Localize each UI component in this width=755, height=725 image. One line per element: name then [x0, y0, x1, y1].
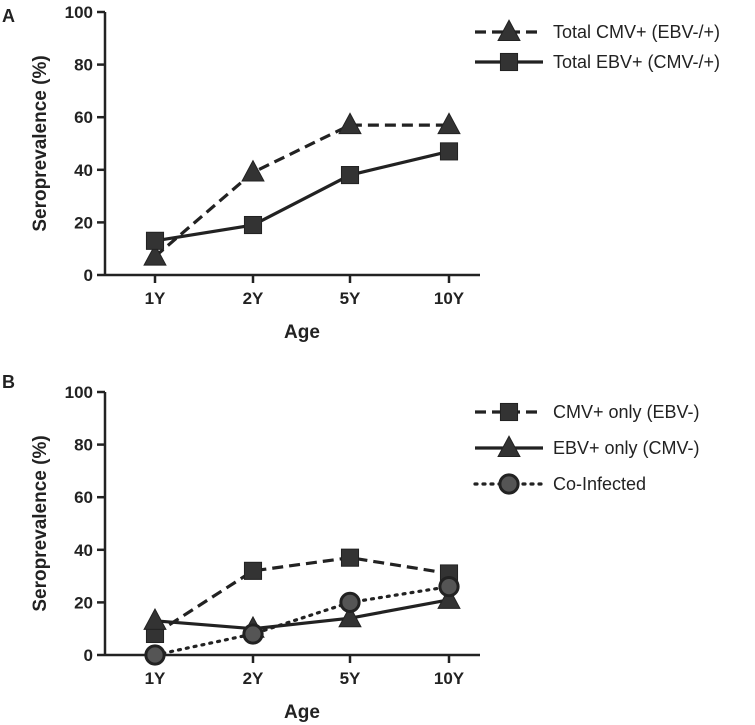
- data-point-circle: [339, 591, 361, 614]
- chart-panel-b: B 0 20 40 60 80 100 1Y 2Y 5Y 10Y Age Seroprevalence …: [2, 372, 700, 723]
- y-tick-label: 100: [65, 383, 93, 402]
- y-tick-label: 60: [74, 488, 93, 507]
- legend-marker-circle: [498, 473, 520, 495]
- data-point-triangle: [437, 586, 461, 609]
- x-axis-title: Age: [284, 322, 320, 343]
- series-line-1: [153, 123, 449, 258]
- panel-letter: A: [2, 6, 15, 26]
- data-point-circle: [144, 644, 166, 666]
- legend-marker-triangle: [497, 435, 521, 458]
- y-tick-label: 60: [74, 108, 93, 127]
- data-point-square: [340, 548, 360, 567]
- y-tick-label: 40: [74, 161, 93, 180]
- x-tick-label: 2Y: [243, 289, 264, 308]
- x-tick-label: 10Y: [434, 669, 465, 688]
- legend: CMV+ only (EBV-) EBV+ only (CMV-) Co-Infec…: [473, 402, 700, 495]
- series-line-3: [153, 585, 451, 657]
- y-tick-label: 80: [74, 56, 93, 75]
- legend: Total CMV+ (EBV-/+) Total EBV+ (CMV-/+): [475, 19, 720, 72]
- series-line-2: [154, 598, 450, 631]
- data-point-square: [243, 215, 263, 235]
- data-point-circle: [242, 623, 264, 645]
- x-axis-title: Age: [284, 702, 320, 723]
- panel-letter: B: [2, 372, 15, 392]
- data-point-square: [243, 561, 263, 580]
- data-point-triangle: [437, 112, 461, 135]
- y-tick-label: 100: [65, 3, 93, 22]
- series-line-2: [154, 149, 450, 243]
- data-point-circle: [438, 576, 460, 598]
- x-tick-label: 10Y: [434, 289, 465, 308]
- data-point-triangle: [338, 112, 362, 135]
- legend-label: Co-Infected: [553, 474, 646, 494]
- y-tick-label: 20: [74, 213, 93, 232]
- data-point-triangle: [338, 605, 362, 628]
- x-tick-label: 5Y: [340, 669, 361, 688]
- y-axis-title: Seroprevalence (%): [30, 435, 51, 611]
- y-tick-label: 20: [74, 593, 93, 612]
- y-axis-title: Seroprevalence (%): [30, 55, 51, 231]
- legend-label: Total EBV+ (CMV-/+): [553, 52, 720, 72]
- data-point-triangle: [143, 243, 167, 266]
- y-tick-label: 0: [84, 266, 93, 285]
- legend-label: EBV+ only (CMV-): [553, 438, 700, 458]
- legend-marker-square: [499, 402, 519, 422]
- x-tick-label: 1Y: [145, 289, 166, 308]
- x-tick-label: 5Y: [340, 289, 361, 308]
- series-line-1: [154, 556, 450, 636]
- data-point-triangle: [143, 607, 167, 630]
- chart-panel-a: A 0 20 40 60 80 100 1Y 2Y 5Y 10Y Age Seroprevalence …: [2, 3, 720, 343]
- x-tick-label: 1Y: [145, 669, 166, 688]
- y-tick-label: 40: [74, 541, 93, 560]
- legend-label: Total CMV+ (EBV-/+): [553, 22, 720, 42]
- legend-marker-triangle: [497, 19, 521, 42]
- y-tick-label: 0: [84, 646, 93, 665]
- data-point-square: [145, 231, 165, 250]
- legend-label: CMV+ only (EBV-): [553, 402, 700, 422]
- data-point-square: [439, 142, 459, 161]
- y-tick-label: 80: [74, 436, 93, 455]
- data-point-triangle: [241, 159, 265, 182]
- data-point-square: [340, 166, 360, 185]
- legend-marker-square: [499, 52, 519, 72]
- x-tick-label: 2Y: [243, 669, 264, 688]
